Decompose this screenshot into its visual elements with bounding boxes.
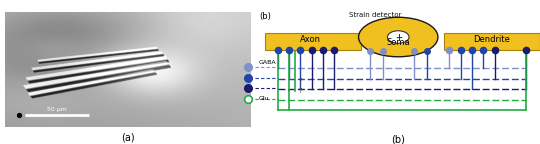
Text: (b): (b): [392, 135, 405, 144]
Circle shape: [388, 31, 409, 43]
Text: Soma: Soma: [387, 38, 410, 47]
Text: (b): (b): [259, 12, 271, 20]
Text: Strain detector: Strain detector: [349, 12, 402, 18]
Text: GABA: GABA: [259, 60, 276, 65]
Bar: [444, 33, 540, 50]
Text: Glu: Glu: [259, 96, 269, 101]
Ellipse shape: [359, 17, 438, 57]
Text: Axon: Axon: [300, 35, 321, 44]
Text: +: +: [395, 33, 402, 41]
Text: 50 μm: 50 μm: [47, 107, 67, 112]
Text: (a): (a): [122, 132, 135, 142]
Bar: [265, 33, 361, 50]
Text: Dendrite: Dendrite: [474, 35, 510, 44]
Text: ?: ?: [299, 78, 302, 84]
Text: ?: ?: [299, 88, 302, 94]
